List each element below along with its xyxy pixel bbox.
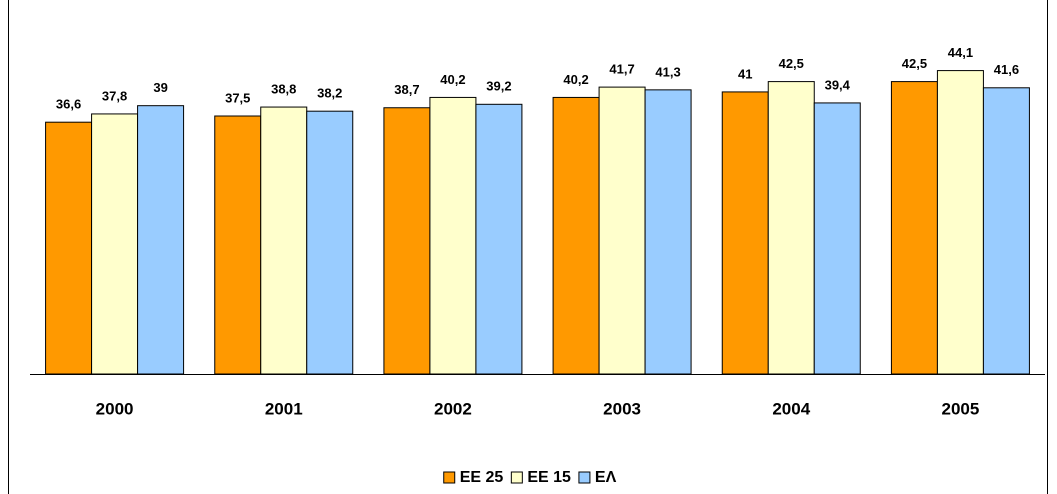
legend-label: ΕΕ 15 [527,469,571,486]
data-label: 40,2 [440,72,465,87]
data-label: 38,2 [317,86,342,101]
data-label: 41,3 [655,64,680,79]
data-label: 38,7 [394,82,419,97]
bar [475,103,523,375]
data-label: 40,2 [563,72,588,87]
data-label: 41 [738,66,752,81]
data-label: 39,4 [825,77,851,92]
bar [429,96,477,375]
data-label: 39 [153,80,167,95]
bar [936,70,984,375]
bar [644,89,692,375]
bar [552,96,600,375]
data-label: 44,1 [948,45,973,60]
x-tick-label: 2003 [603,399,641,418]
legend-swatch [443,471,456,484]
data-label: 42,5 [902,56,927,71]
bar [890,81,938,375]
data-label: 41,7 [609,62,634,77]
bar [383,107,431,375]
bar [306,110,354,375]
legend-label: ΕΛ [595,469,617,486]
legend-swatch [578,471,591,484]
x-tick-label: 2000 [96,399,134,418]
bar [598,86,646,375]
data-label: 41,6 [994,62,1019,77]
x-tick-label: 2004 [772,399,810,418]
bar [767,81,815,375]
x-tick-label: 2001 [265,399,303,418]
bar [721,91,769,375]
data-label: 42,5 [779,56,804,71]
bar [137,105,185,375]
bar [260,106,308,375]
bar [982,87,1030,375]
bar [45,121,93,375]
legend-label: ΕΕ 25 [460,469,504,486]
bar [91,113,139,375]
data-label: 37,8 [102,88,127,103]
data-label: 38,8 [271,81,296,96]
data-label: 37,5 [225,90,250,105]
bar [813,102,861,375]
x-tick-label: 2002 [434,399,472,418]
bar [214,115,262,375]
data-label: 36,6 [56,97,81,112]
legend-swatch [510,471,523,484]
data-label: 39,2 [486,79,511,94]
x-tick-label: 2005 [942,399,980,418]
